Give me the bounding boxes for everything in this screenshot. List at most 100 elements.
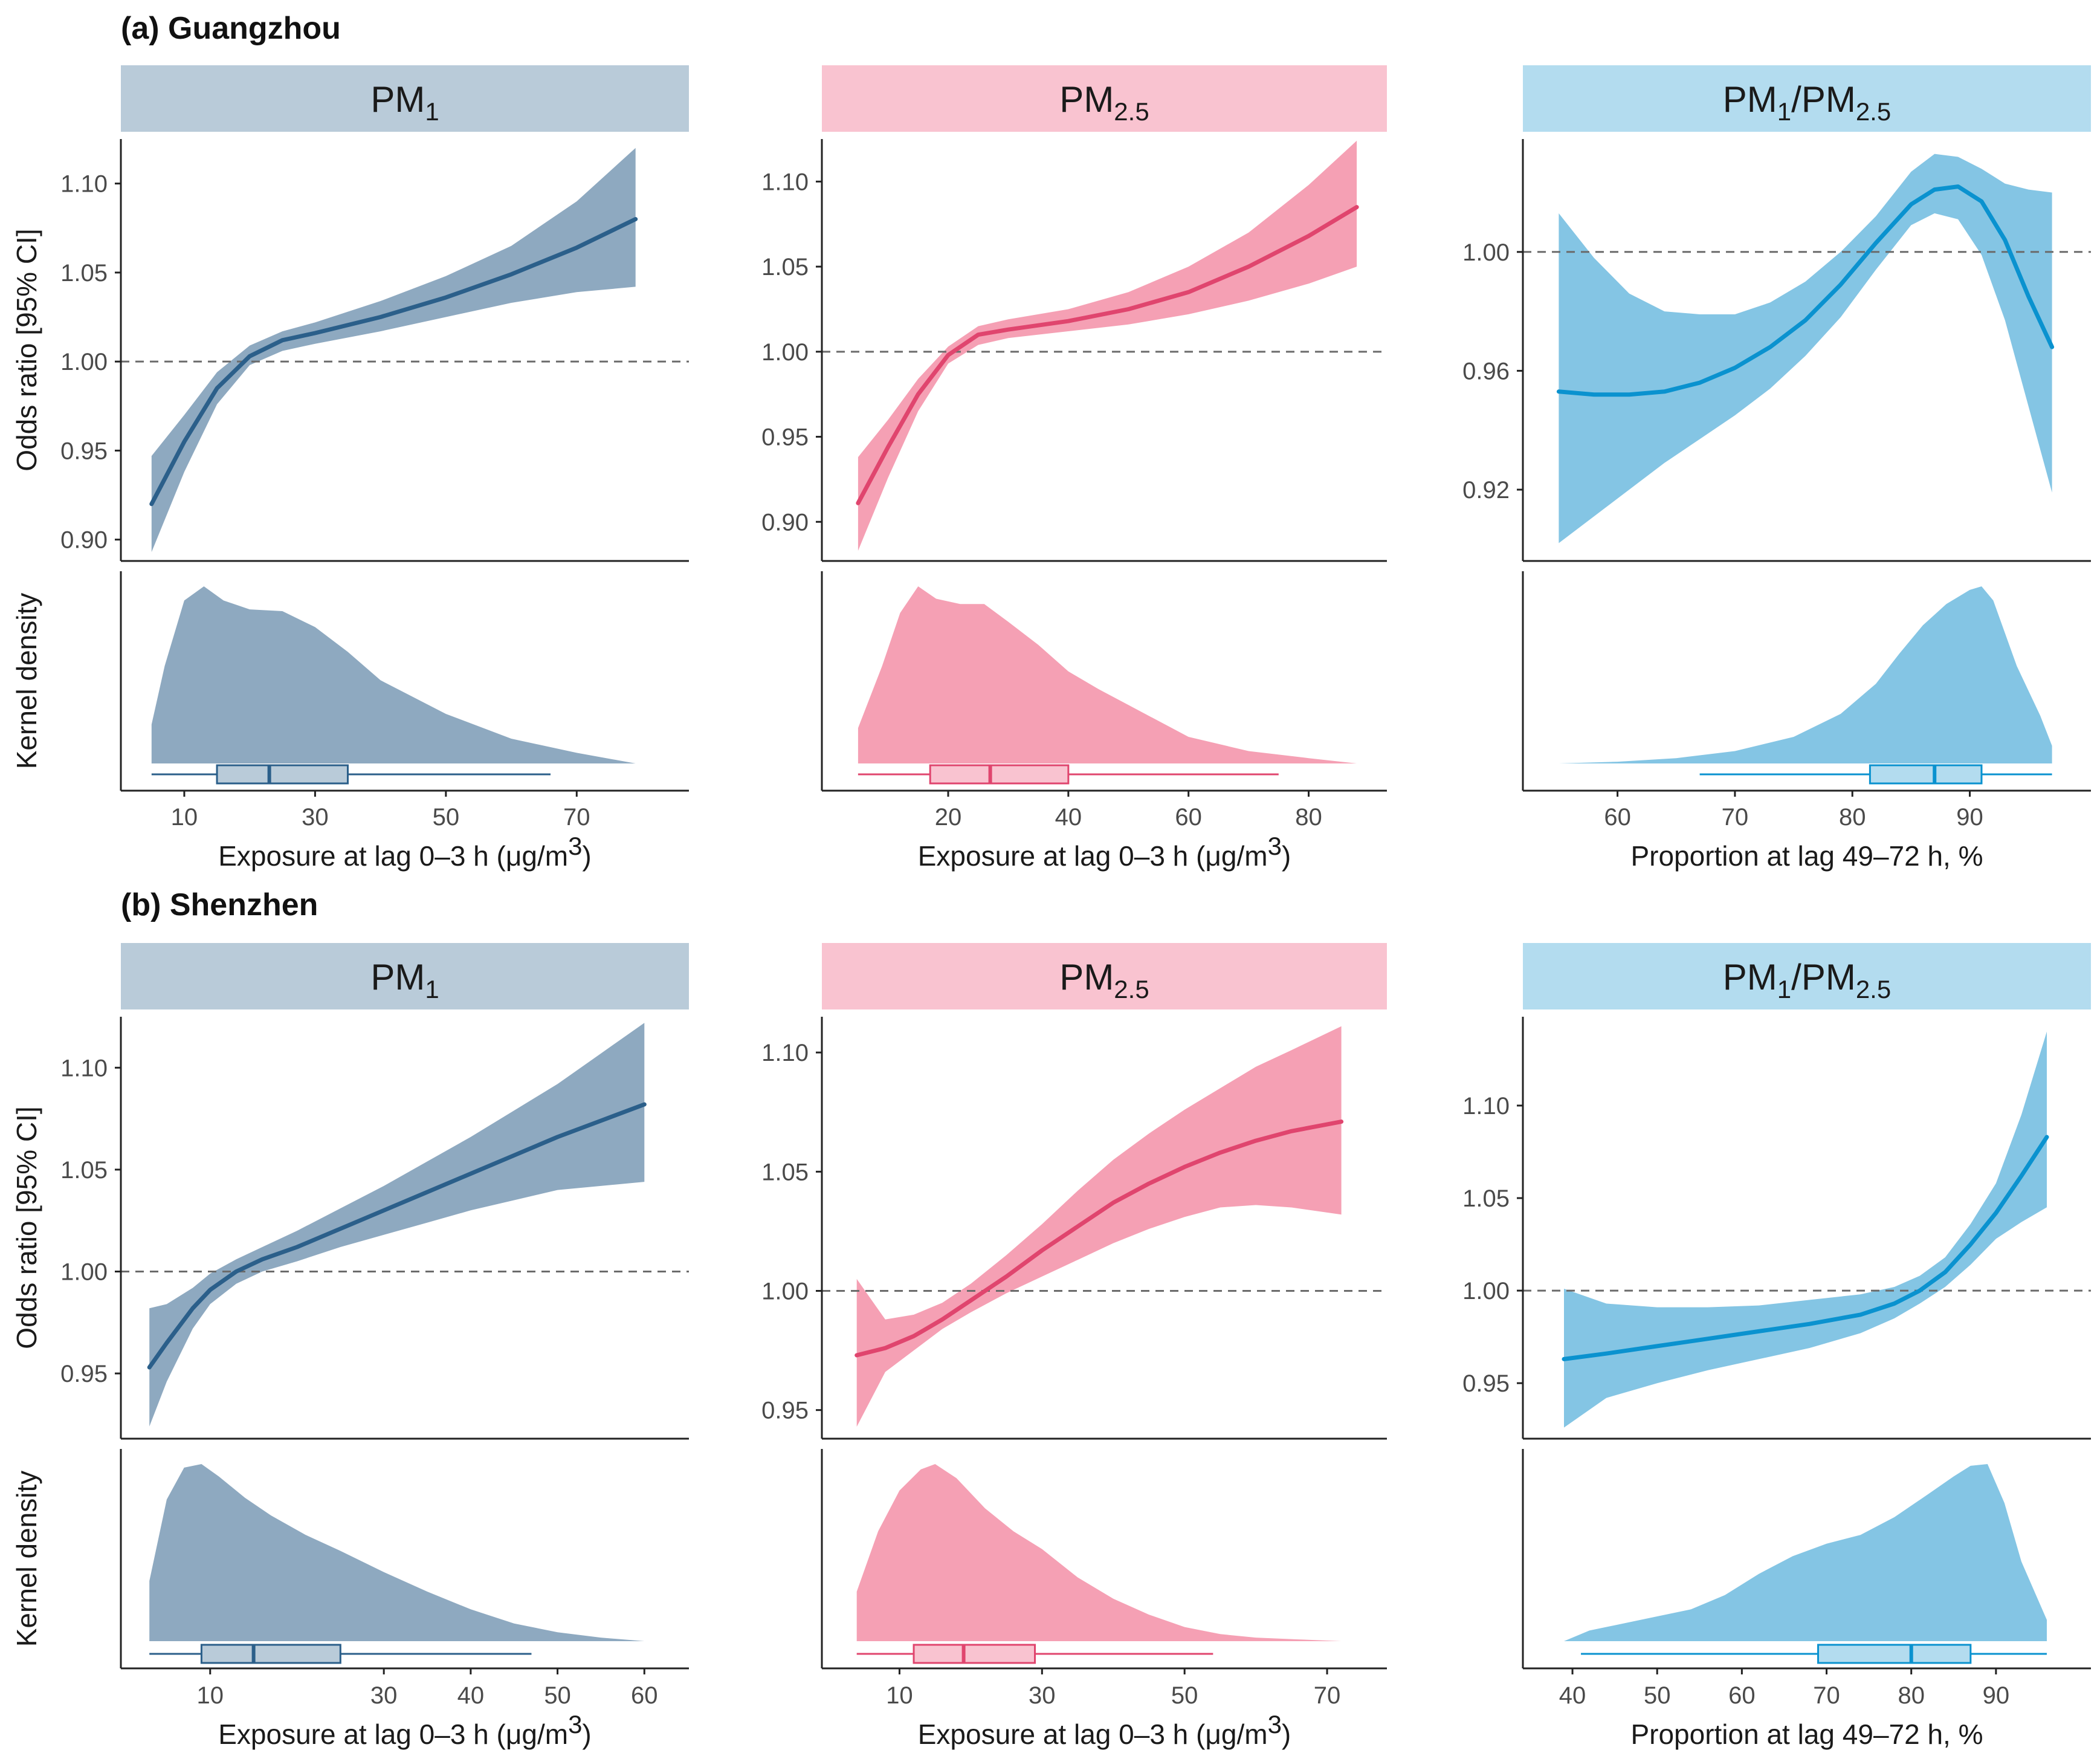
- strip-sub: 2.5: [1856, 97, 1891, 126]
- boxplot-box-shenzhen-ratio: [1817, 1644, 1972, 1664]
- density-guangzhou-pm25: [858, 586, 1357, 763]
- x-axis-label-shenzhen-ratio: Proportion at lag 49–72 h, %: [1630, 1719, 1983, 1750]
- x-tick-label: 50: [1171, 1682, 1198, 1709]
- panel-shenzhen-pm25: PM2.5 0.95 1.00 1.05 1.10 10 30 50 70 Exposure at…: [761, 943, 1387, 1750]
- strip-label-shenzhen-pm25: PM2.5: [1059, 957, 1149, 1003]
- x-tick-label: 30: [1029, 1682, 1056, 1709]
- strip-slash: /: [1791, 957, 1801, 997]
- y-axis-label: Odds ratio [95% CI]: [11, 1106, 42, 1349]
- y-tick-label: 0.95: [761, 1398, 809, 1424]
- x-label-text: ): [1282, 840, 1291, 872]
- or-line-shenzhen-pm25: [855, 1120, 1344, 1358]
- strip-sub: 2.5: [1114, 975, 1149, 1003]
- density-shenzhen-pm25: [856, 1464, 1342, 1641]
- density-axis-label: Kernel density: [11, 1471, 42, 1647]
- y-tick-label: 1.05: [1462, 1185, 1510, 1212]
- y-tick-label: 1.05: [761, 254, 809, 280]
- x-label-text: Exposure at lag 0–3 h (μg/m: [918, 1719, 1268, 1750]
- y-tick-label: 1.10: [1462, 1093, 1510, 1120]
- y-tick-label: 0.90: [761, 509, 809, 536]
- x-label-text: Proportion at lag 49–72 h, %: [1630, 1719, 1983, 1750]
- or-line-guangzhou-pm1: [149, 217, 638, 507]
- x-label-sup: 3: [568, 832, 582, 860]
- y-tick-label: 0.95: [60, 1361, 108, 1387]
- x-tick-label: 10: [886, 1682, 913, 1709]
- x-tick-label: 70: [563, 804, 590, 831]
- x-label-text: Proportion at lag 49–72 h, %: [1630, 840, 1983, 872]
- x-label-text: Exposure at lag 0–3 h (μg/m: [218, 1719, 568, 1750]
- x-label-text: ): [582, 840, 591, 872]
- x-tick-label: 70: [1813, 1682, 1840, 1709]
- boxplot-box-shenzhen-pm1: [200, 1644, 341, 1664]
- boxplot-box-shenzhen-pm25: [913, 1644, 1036, 1664]
- x-tick-label: 90: [1956, 804, 1983, 831]
- x-tick-label: 50: [544, 1682, 571, 1709]
- ci-ribbon-guangzhou-pm25: [858, 140, 1357, 551]
- x-tick-label: 20: [935, 804, 962, 831]
- ci-ribbon-shenzhen-pm25: [856, 1026, 1342, 1427]
- x-tick-label: 60: [1728, 1682, 1756, 1709]
- x-tick-label: 40: [457, 1682, 485, 1709]
- strip-label-guangzhou-pm25: PM2.5: [1059, 79, 1149, 126]
- x-axis-label-shenzhen-pm1: Exposure at lag 0–3 h (μg/m3): [218, 1710, 592, 1750]
- or-line-shenzhen-ratio: [1562, 1135, 2049, 1361]
- y-tick-label: 1.05: [60, 260, 108, 287]
- strip-shenzhen-pm25: [822, 943, 1387, 1009]
- x-tick-label: 60: [1175, 804, 1202, 831]
- strip-label-guangzhou-pm1: PM1: [370, 79, 439, 126]
- y-tick-label: 1.05: [761, 1159, 809, 1185]
- strip-main: PM: [1801, 957, 1856, 997]
- strip-sub: 2.5: [1114, 97, 1149, 126]
- y-axis-label: Odds ratio [95% CI]: [11, 228, 42, 471]
- or-line-guangzhou-pm25: [856, 205, 1359, 505]
- x-tick-label: 60: [1604, 804, 1631, 831]
- section-title-guangzhou: (a) Guangzhou: [121, 11, 341, 46]
- strip-main: PM: [370, 957, 425, 997]
- y-tick-label: 1.10: [60, 171, 108, 198]
- strip-label-guangzhou-ratio: PM1/PM2.5: [1723, 79, 1891, 126]
- strip-guangzhou-pm1: [121, 65, 689, 132]
- strip-main: PM: [370, 79, 425, 120]
- x-tick-label: 50: [433, 804, 460, 831]
- ci-ribbon-shenzhen-pm1: [149, 1023, 645, 1427]
- strip-guangzhou-ratio: [1523, 65, 2091, 132]
- y-tick-label: 0.95: [60, 438, 108, 464]
- y-tick-label: 1.10: [761, 1040, 809, 1066]
- strip-main: PM: [1723, 957, 1777, 997]
- strip-main: PM: [1801, 79, 1856, 120]
- x-label-text: ): [582, 1719, 591, 1750]
- x-axis-label-guangzhou-ratio: Proportion at lag 49–72 h, %: [1630, 840, 1983, 872]
- y-tick-label: 1.05: [60, 1157, 108, 1184]
- x-label-text: ): [1282, 1719, 1291, 1750]
- strip-shenzhen-pm1: [121, 943, 689, 1009]
- x-label-text: Exposure at lag 0–3 h (μg/m: [918, 840, 1268, 872]
- density-axis-label: Kernel density: [11, 593, 42, 770]
- strip-slash: /: [1791, 79, 1801, 120]
- y-tick-label: 1.00: [761, 339, 809, 366]
- x-tick-label: 70: [1314, 1682, 1341, 1709]
- boxplot-box-guangzhou-pm1: [216, 764, 349, 785]
- boxplot-box-guangzhou-pm25: [929, 764, 1070, 785]
- y-tick-label: 1.00: [60, 349, 108, 375]
- y-tick-label: 0.90: [60, 527, 108, 554]
- x-tick-label: 70: [1722, 804, 1749, 831]
- x-axis-label-guangzhou-pm25: Exposure at lag 0–3 h (μg/m3): [918, 832, 1291, 872]
- y-tick-label: 0.95: [761, 424, 809, 451]
- x-label-sup: 3: [1268, 832, 1282, 860]
- x-tick-label: 80: [1839, 804, 1866, 831]
- x-tick-label: 10: [171, 804, 198, 831]
- strip-guangzhou-pm25: [822, 65, 1387, 132]
- y-tick-label: 0.92: [1462, 477, 1510, 504]
- panel-shenzhen-pm1: PM1 0.95 1.00 1.05 1.10 10 30 40 50 60 Exposure at…: [11, 943, 689, 1750]
- strip-label-shenzhen-ratio: PM1/PM2.5: [1723, 957, 1891, 1003]
- density-shenzhen-ratio: [1564, 1464, 2047, 1641]
- x-tick-label: 90: [1983, 1682, 2010, 1709]
- x-tick-label: 80: [1898, 1682, 1925, 1709]
- strip-shenzhen-ratio: [1523, 943, 2091, 1009]
- ci-ribbon-shenzhen-ratio: [1564, 1031, 2047, 1428]
